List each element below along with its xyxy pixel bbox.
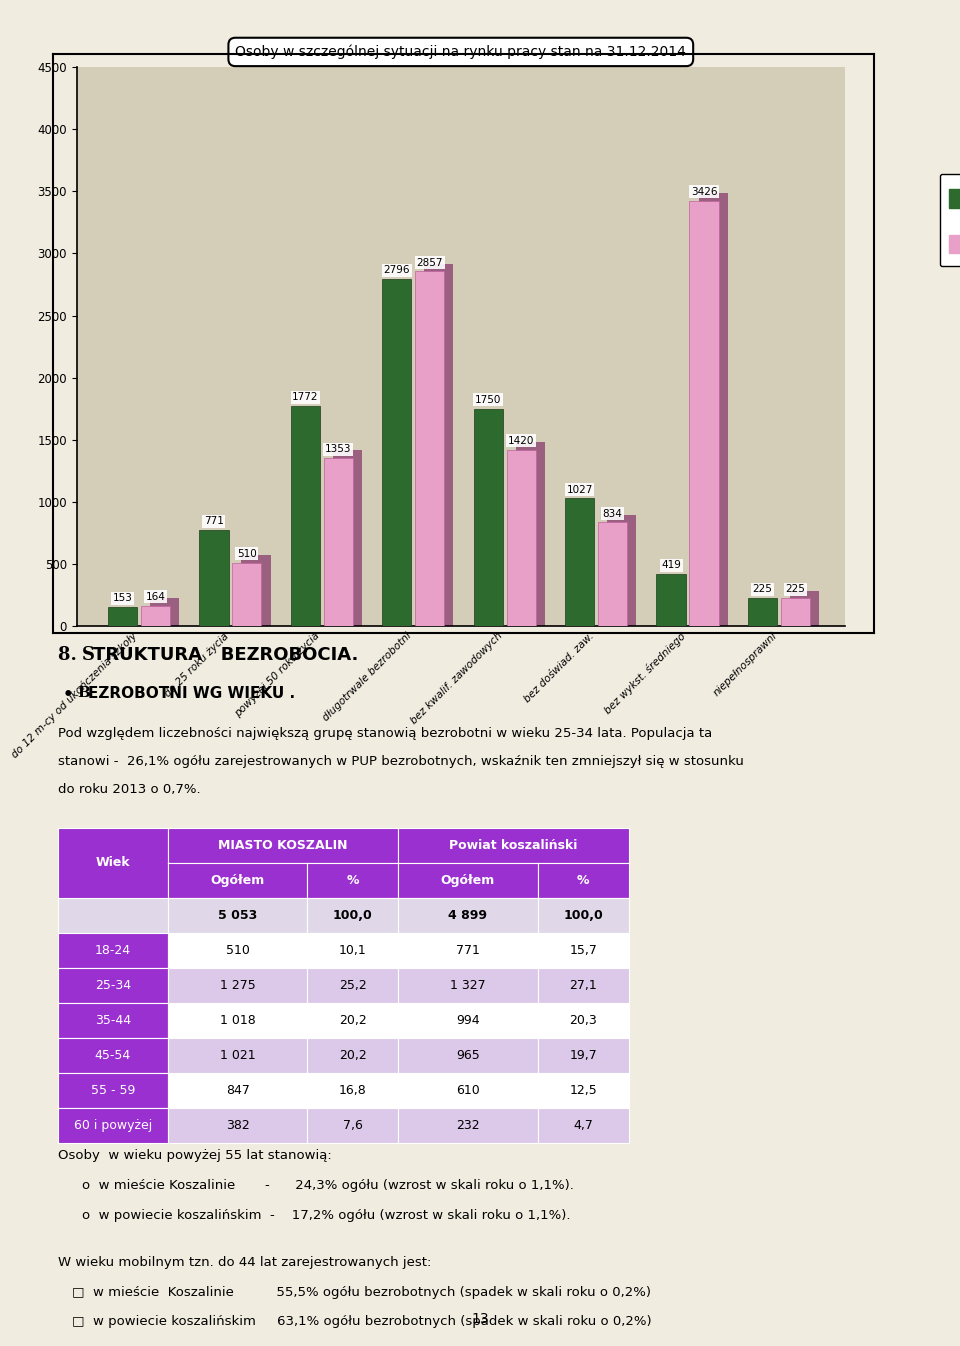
Text: 45-54: 45-54: [95, 1049, 131, 1062]
Text: 3426: 3426: [691, 187, 717, 197]
Text: 27,1: 27,1: [569, 979, 597, 992]
Text: Wiek: Wiek: [95, 856, 131, 870]
Text: MIASTO KOSZALIN: MIASTO KOSZALIN: [219, 839, 348, 852]
Text: o  w powiecie koszalińskim  -    17,2% ogółu (wzrost w skali roku o 1,1%).: o w powiecie koszalińskim - 17,2% ogółu …: [82, 1209, 570, 1222]
Text: 100,0: 100,0: [333, 909, 372, 922]
Bar: [689, 201, 719, 626]
Text: 19,7: 19,7: [569, 1049, 597, 1062]
Bar: [607, 516, 636, 626]
Text: 2857: 2857: [417, 257, 443, 268]
Text: do roku 2013 o 0,7%.: do roku 2013 o 0,7%.: [58, 783, 201, 797]
Text: 15,7: 15,7: [569, 944, 597, 957]
Text: 847: 847: [226, 1084, 250, 1097]
Text: 16,8: 16,8: [339, 1084, 367, 1097]
Text: %: %: [347, 874, 359, 887]
Text: 225: 225: [785, 584, 805, 594]
Text: 25-34: 25-34: [95, 979, 131, 992]
Text: Ogółem: Ogółem: [441, 874, 495, 887]
Text: 7,6: 7,6: [343, 1119, 363, 1132]
Text: Powiat koszaliński: Powiat koszaliński: [449, 839, 578, 852]
Text: 20,3: 20,3: [569, 1014, 597, 1027]
Bar: [699, 194, 728, 626]
Text: 20,2: 20,2: [339, 1014, 367, 1027]
Text: Ogółem: Ogółem: [210, 874, 265, 887]
Text: S: S: [82, 646, 95, 664]
Bar: [200, 530, 228, 626]
Text: 1772: 1772: [292, 392, 319, 402]
Bar: [415, 272, 444, 626]
Bar: [150, 598, 180, 626]
Bar: [291, 406, 320, 626]
Legend: Miasto
Koszalin, Powiat
Koszaliński: Miasto Koszalin, Powiat Koszaliński: [940, 174, 960, 267]
Text: 419: 419: [661, 560, 681, 571]
Text: 1 327: 1 327: [450, 979, 486, 992]
Bar: [232, 563, 261, 626]
Text: Pod względem liczebności największą grupę stanowią bezrobotni w wieku 25-34 lata: Pod względem liczebności największą grup…: [58, 727, 712, 740]
Text: W wieku mobilnym tzn. do 44 lat zarejestrowanych jest:: W wieku mobilnym tzn. do 44 lat zarejest…: [58, 1256, 431, 1269]
Text: 12,5: 12,5: [569, 1084, 597, 1097]
Text: 834: 834: [603, 509, 622, 518]
Text: 1027: 1027: [566, 485, 593, 495]
Bar: [473, 409, 503, 626]
Bar: [382, 279, 412, 626]
Bar: [324, 458, 353, 626]
Bar: [790, 591, 819, 626]
Text: 13: 13: [471, 1312, 489, 1326]
Text: 164: 164: [146, 592, 165, 602]
Text: 60 i powyżej: 60 i powyżej: [74, 1119, 152, 1132]
Text: 225: 225: [753, 584, 773, 594]
Title: Osoby w szczególnej sytuacji na rynku pracy stan na 31.12.2014: Osoby w szczególnej sytuacji na rynku pr…: [235, 44, 686, 59]
Text: o  w mieście Koszalinie       -      24,3% ogółu (wzrost w skali roku o 1,1%).: o w mieście Koszalinie - 24,3% ogółu (wz…: [82, 1179, 573, 1193]
Text: EZROBOTNI WG WIEKU .: EZROBOTNI WG WIEKU .: [88, 686, 296, 701]
Text: 1750: 1750: [475, 394, 501, 405]
Text: •: •: [62, 686, 73, 704]
Bar: [141, 606, 170, 626]
Text: 4,7: 4,7: [573, 1119, 593, 1132]
Text: 35-44: 35-44: [95, 1014, 131, 1027]
Bar: [108, 607, 137, 626]
Text: 1 275: 1 275: [220, 979, 255, 992]
Bar: [748, 598, 778, 626]
Text: 771: 771: [456, 944, 480, 957]
Text: 2796: 2796: [384, 265, 410, 275]
Bar: [333, 451, 362, 626]
Text: □  w mieście  Koszalinie          55,5% ogółu bezrobotnych (spadek w skali roku : □ w mieście Koszalinie 55,5% ogółu bezro…: [72, 1285, 651, 1299]
Text: %: %: [577, 874, 589, 887]
Text: 994: 994: [456, 1014, 480, 1027]
Text: 1 018: 1 018: [220, 1014, 255, 1027]
Text: 8.: 8.: [58, 646, 83, 664]
Text: □  w powiecie koszalińskim     63,1% ogółu bezrobotnych (spadek w skali roku o 0: □ w powiecie koszalińskim 63,1% ogółu be…: [72, 1315, 652, 1329]
Bar: [657, 573, 685, 626]
Text: 55 - 59: 55 - 59: [90, 1084, 135, 1097]
Text: 100,0: 100,0: [564, 909, 603, 922]
Bar: [780, 598, 810, 626]
Text: 4 899: 4 899: [448, 909, 488, 922]
Text: 965: 965: [456, 1049, 480, 1062]
Bar: [598, 522, 627, 626]
Text: 18-24: 18-24: [95, 944, 131, 957]
Text: 1420: 1420: [508, 436, 535, 446]
Text: 10,1: 10,1: [339, 944, 367, 957]
Text: 5 053: 5 053: [218, 909, 257, 922]
Text: Osoby  w wieku powyżej 55 lat stanowią:: Osoby w wieku powyżej 55 lat stanowią:: [58, 1149, 331, 1163]
Bar: [241, 555, 271, 626]
Text: 771: 771: [204, 517, 224, 526]
Text: B: B: [77, 686, 90, 700]
Text: 1 021: 1 021: [220, 1049, 255, 1062]
Text: 153: 153: [112, 594, 132, 603]
Bar: [507, 450, 536, 626]
Text: 382: 382: [226, 1119, 250, 1132]
Text: TRUKTURA   BEZROBOCIA.: TRUKTURA BEZROBOCIA.: [93, 646, 358, 664]
Text: 1353: 1353: [325, 444, 351, 454]
Text: 20,2: 20,2: [339, 1049, 367, 1062]
Text: 232: 232: [456, 1119, 480, 1132]
Bar: [424, 264, 453, 626]
Text: 610: 610: [456, 1084, 480, 1097]
Bar: [565, 498, 594, 626]
Text: 510: 510: [226, 944, 250, 957]
Text: 25,2: 25,2: [339, 979, 367, 992]
Text: stanowi -  26,1% ogółu zarejestrowanych w PUP bezrobotnych, wskaźnik ten zmniejs: stanowi - 26,1% ogółu zarejestrowanych w…: [58, 755, 743, 769]
Text: 510: 510: [237, 549, 256, 559]
Bar: [516, 443, 545, 626]
